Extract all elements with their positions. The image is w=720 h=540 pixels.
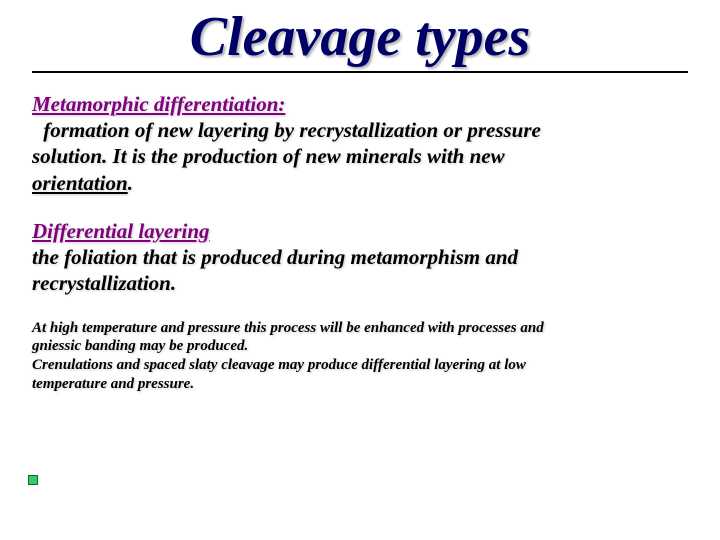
section-body-line: orientation.: [32, 170, 688, 196]
footnote-block: At high temperature and pressure this pr…: [32, 319, 688, 394]
footnote-line: temperature and pressure.: [32, 375, 688, 394]
text-span: .: [128, 171, 133, 195]
section-body-line: the foliation that is produced during me…: [32, 244, 688, 270]
title-underline-rule: [32, 71, 688, 73]
section-differential: Differential layering the foliation that…: [32, 218, 688, 297]
bullet-square-icon: [28, 475, 38, 485]
underlined-term: orientation: [32, 171, 128, 195]
footnote-line: At high temperature and pressure this pr…: [32, 319, 688, 338]
page-title: Cleavage types: [32, 8, 688, 67]
section-heading: Differential layering: [32, 218, 688, 244]
text-span: formation of new layering by recrystalli…: [38, 118, 541, 142]
section-heading: Metamorphic differentiation:: [32, 91, 688, 117]
section-metamorphic: Metamorphic differentiation: formation o…: [32, 91, 688, 196]
footnote-line: gniessic banding may be produced.: [32, 337, 688, 356]
section-body-line: formation of new layering by recrystalli…: [32, 117, 688, 143]
footnote-line: Crenulations and spaced slaty cleavage m…: [32, 356, 688, 375]
slide: Cleavage types Metamorphic differentiati…: [0, 0, 720, 540]
section-body-line: recrystallization.: [32, 270, 688, 296]
section-body-line: solution. It is the production of new mi…: [32, 143, 688, 169]
